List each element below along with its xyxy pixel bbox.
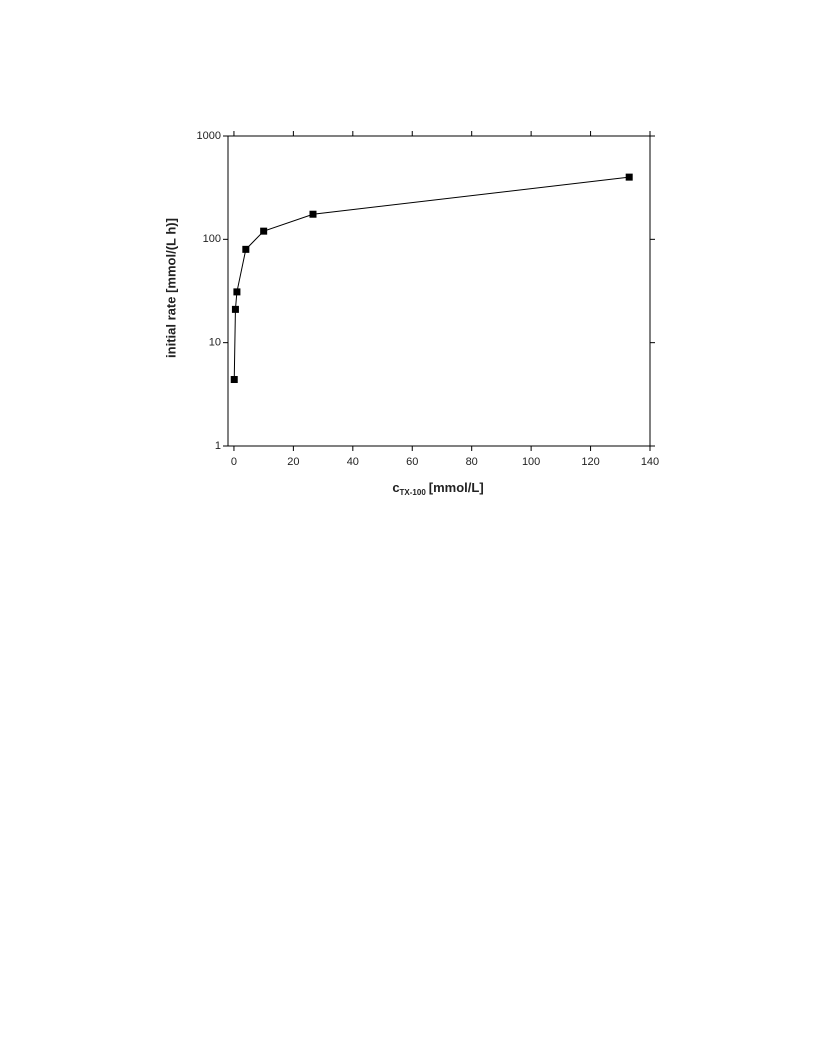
data-point [233, 288, 241, 296]
data-point [242, 245, 250, 253]
x-tick-label: 100 [522, 456, 540, 468]
x-tick-label: 140 [641, 456, 659, 468]
x-tick-label: 40 [347, 456, 359, 468]
x-tick-label: 60 [406, 456, 418, 468]
data-point [625, 173, 633, 181]
y-tick-label: 100 [203, 233, 221, 245]
data-point [231, 305, 239, 313]
y-axis-title: initial rate [mmol/(L h)] [163, 218, 178, 358]
x-tick-label: 0 [231, 456, 237, 468]
plot-frame [227, 135, 651, 447]
y-tick-label: 1 [215, 440, 221, 452]
x-axis-subscript: TX-100 [400, 488, 427, 497]
x-axis-symbol: c [392, 480, 399, 495]
x-tick-label: 20 [287, 456, 299, 468]
y-tick-label: 10 [209, 337, 221, 349]
x-axis-unit: [mmol/L] [429, 480, 484, 495]
data-point [260, 227, 268, 235]
x-tick-label: 120 [581, 456, 599, 468]
series-line [233, 176, 630, 380]
data-point [309, 210, 317, 218]
x-tick-label: 80 [466, 456, 478, 468]
y-tick-label: 1000 [197, 130, 221, 142]
data-point [230, 376, 238, 384]
x-axis-title: cTX-100 [mmol/L] [392, 480, 483, 497]
